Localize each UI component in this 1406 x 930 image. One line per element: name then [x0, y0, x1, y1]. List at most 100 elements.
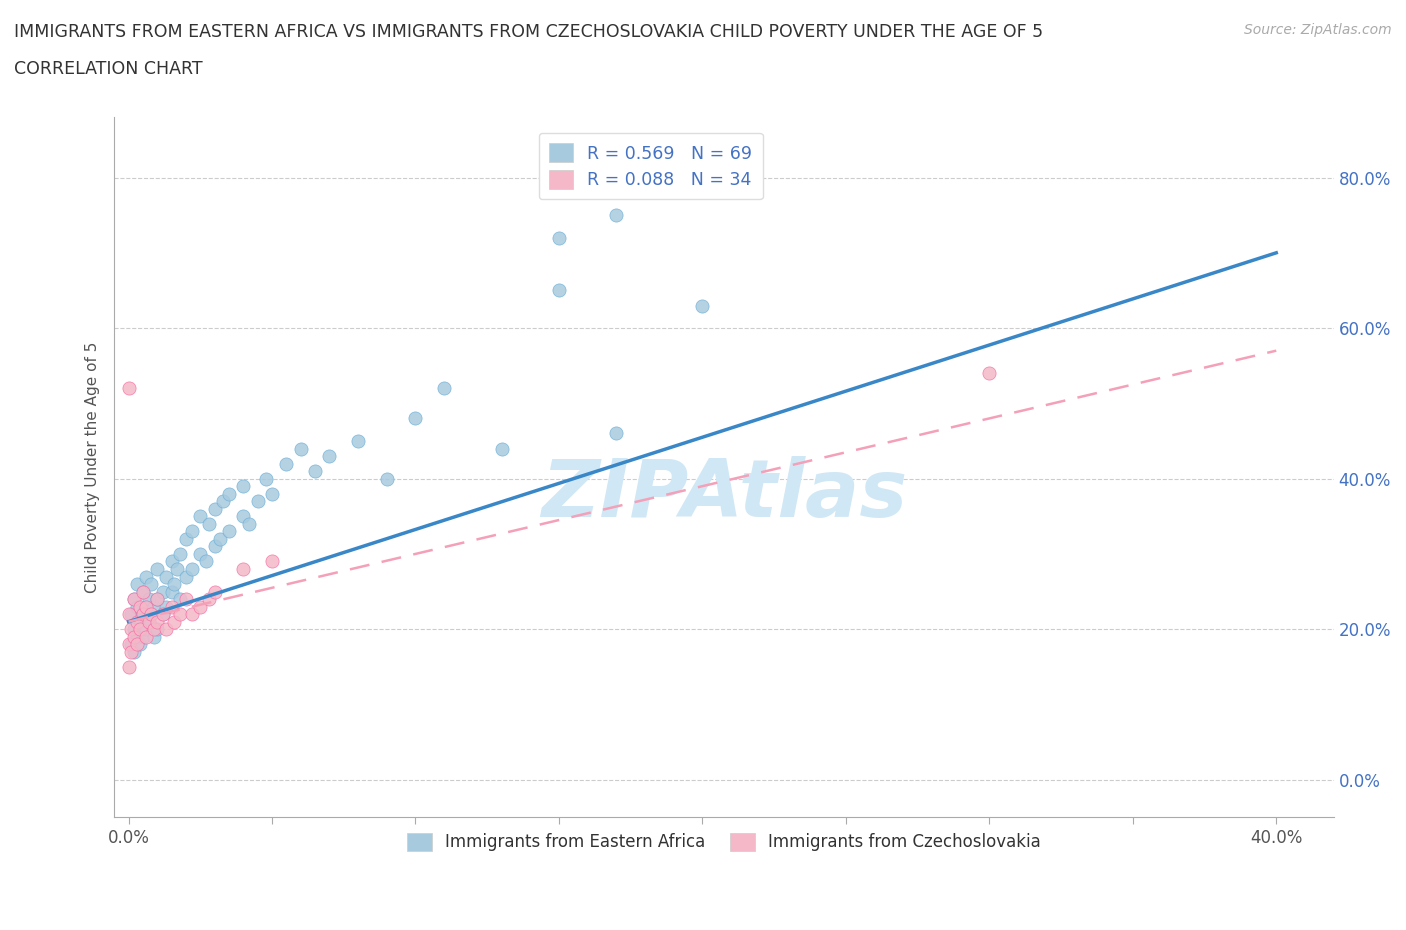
Point: [132, 630, 155, 644]
Point: [146, 622, 169, 637]
Point: [209, 531, 232, 546]
Point: [160, 599, 183, 614]
Point: [124, 591, 146, 606]
Point: [290, 441, 312, 456]
Point: [254, 472, 277, 486]
Point: [117, 381, 139, 396]
Point: [347, 433, 370, 448]
Point: [188, 509, 211, 524]
Point: [120, 637, 142, 652]
Point: [548, 231, 571, 246]
Point: [204, 584, 226, 599]
Point: [127, 637, 149, 652]
Point: [127, 599, 149, 614]
Point: [146, 591, 169, 606]
Point: [198, 516, 221, 531]
Point: [174, 591, 197, 606]
Point: [129, 599, 152, 614]
Point: [141, 606, 163, 621]
Point: [169, 606, 191, 621]
Point: [692, 298, 714, 312]
Point: [143, 599, 166, 614]
Point: [129, 622, 152, 637]
Point: [198, 591, 221, 606]
Point: [127, 614, 149, 629]
Point: [132, 606, 155, 621]
Point: [129, 614, 152, 629]
Point: [188, 599, 211, 614]
Point: [238, 516, 260, 531]
Point: [304, 464, 326, 479]
Point: [141, 577, 163, 591]
Point: [276, 456, 298, 471]
Point: [138, 614, 160, 629]
Point: [195, 554, 218, 569]
Legend: Immigrants from Eastern Africa, Immigrants from Czechoslovakia: Immigrants from Eastern Africa, Immigran…: [399, 826, 1047, 858]
Point: [143, 630, 166, 644]
Point: [141, 606, 163, 621]
Point: [152, 584, 174, 599]
Point: [246, 494, 269, 509]
Point: [163, 614, 186, 629]
Point: [138, 591, 160, 606]
Point: [132, 584, 155, 599]
Point: [135, 599, 157, 614]
Point: [127, 577, 149, 591]
Point: [160, 554, 183, 569]
Point: [152, 606, 174, 621]
Point: [143, 622, 166, 637]
Point: [135, 569, 157, 584]
Point: [232, 479, 254, 494]
Point: [204, 539, 226, 554]
Point: [117, 606, 139, 621]
Point: [163, 577, 186, 591]
Point: [232, 509, 254, 524]
Point: [218, 486, 240, 501]
Point: [155, 599, 177, 614]
Point: [166, 562, 188, 577]
Point: [135, 630, 157, 644]
Point: [212, 494, 235, 509]
Point: [204, 501, 226, 516]
Point: [124, 591, 146, 606]
Text: IMMIGRANTS FROM EASTERN AFRICA VS IMMIGRANTS FROM CZECHOSLOVAKIA CHILD POVERTY U: IMMIGRANTS FROM EASTERN AFRICA VS IMMIGR…: [14, 23, 1043, 41]
Point: [169, 591, 191, 606]
Point: [180, 524, 202, 538]
Point: [218, 524, 240, 538]
Point: [160, 584, 183, 599]
Point: [404, 411, 426, 426]
Point: [146, 591, 169, 606]
Point: [180, 606, 202, 621]
Point: [155, 622, 177, 637]
Point: [146, 614, 169, 629]
Point: [120, 606, 142, 621]
Point: [124, 644, 146, 659]
Point: [188, 547, 211, 562]
Point: [135, 599, 157, 614]
Point: [169, 547, 191, 562]
Point: [375, 472, 398, 486]
Text: CORRELATION CHART: CORRELATION CHART: [14, 60, 202, 78]
Point: [120, 644, 142, 659]
Point: [152, 606, 174, 621]
Point: [605, 207, 627, 222]
Point: [138, 614, 160, 629]
Point: [117, 659, 139, 674]
Text: Source: ZipAtlas.com: Source: ZipAtlas.com: [1244, 23, 1392, 37]
Text: ZIPAtlas: ZIPAtlas: [541, 457, 907, 535]
Point: [979, 365, 1001, 380]
Point: [548, 283, 571, 298]
Point: [129, 637, 152, 652]
Point: [120, 622, 142, 637]
Point: [260, 486, 283, 501]
Point: [117, 637, 139, 652]
Point: [605, 426, 627, 441]
Point: [491, 441, 513, 456]
Point: [232, 562, 254, 577]
Point: [146, 562, 169, 577]
Point: [174, 531, 197, 546]
Point: [135, 622, 157, 637]
Point: [180, 562, 202, 577]
Point: [155, 569, 177, 584]
Point: [124, 622, 146, 637]
